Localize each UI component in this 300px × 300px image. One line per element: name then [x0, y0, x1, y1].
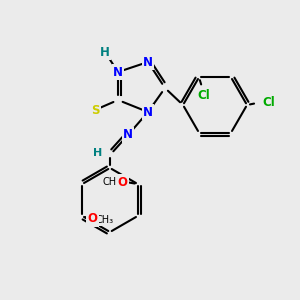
Text: N: N [113, 65, 123, 79]
Text: CH₃: CH₃ [95, 215, 113, 225]
Text: N: N [123, 128, 133, 142]
Text: methoxy: methoxy [109, 181, 115, 182]
Text: S: S [91, 103, 99, 116]
Text: N: N [143, 106, 153, 118]
Text: CH₃: CH₃ [103, 177, 121, 187]
Text: Cl: Cl [262, 97, 275, 110]
Text: O: O [87, 212, 97, 226]
Text: N: N [143, 56, 153, 68]
Text: H: H [93, 148, 103, 158]
Text: H: H [100, 46, 110, 59]
Text: O: O [118, 176, 128, 188]
Text: Cl: Cl [198, 89, 210, 102]
